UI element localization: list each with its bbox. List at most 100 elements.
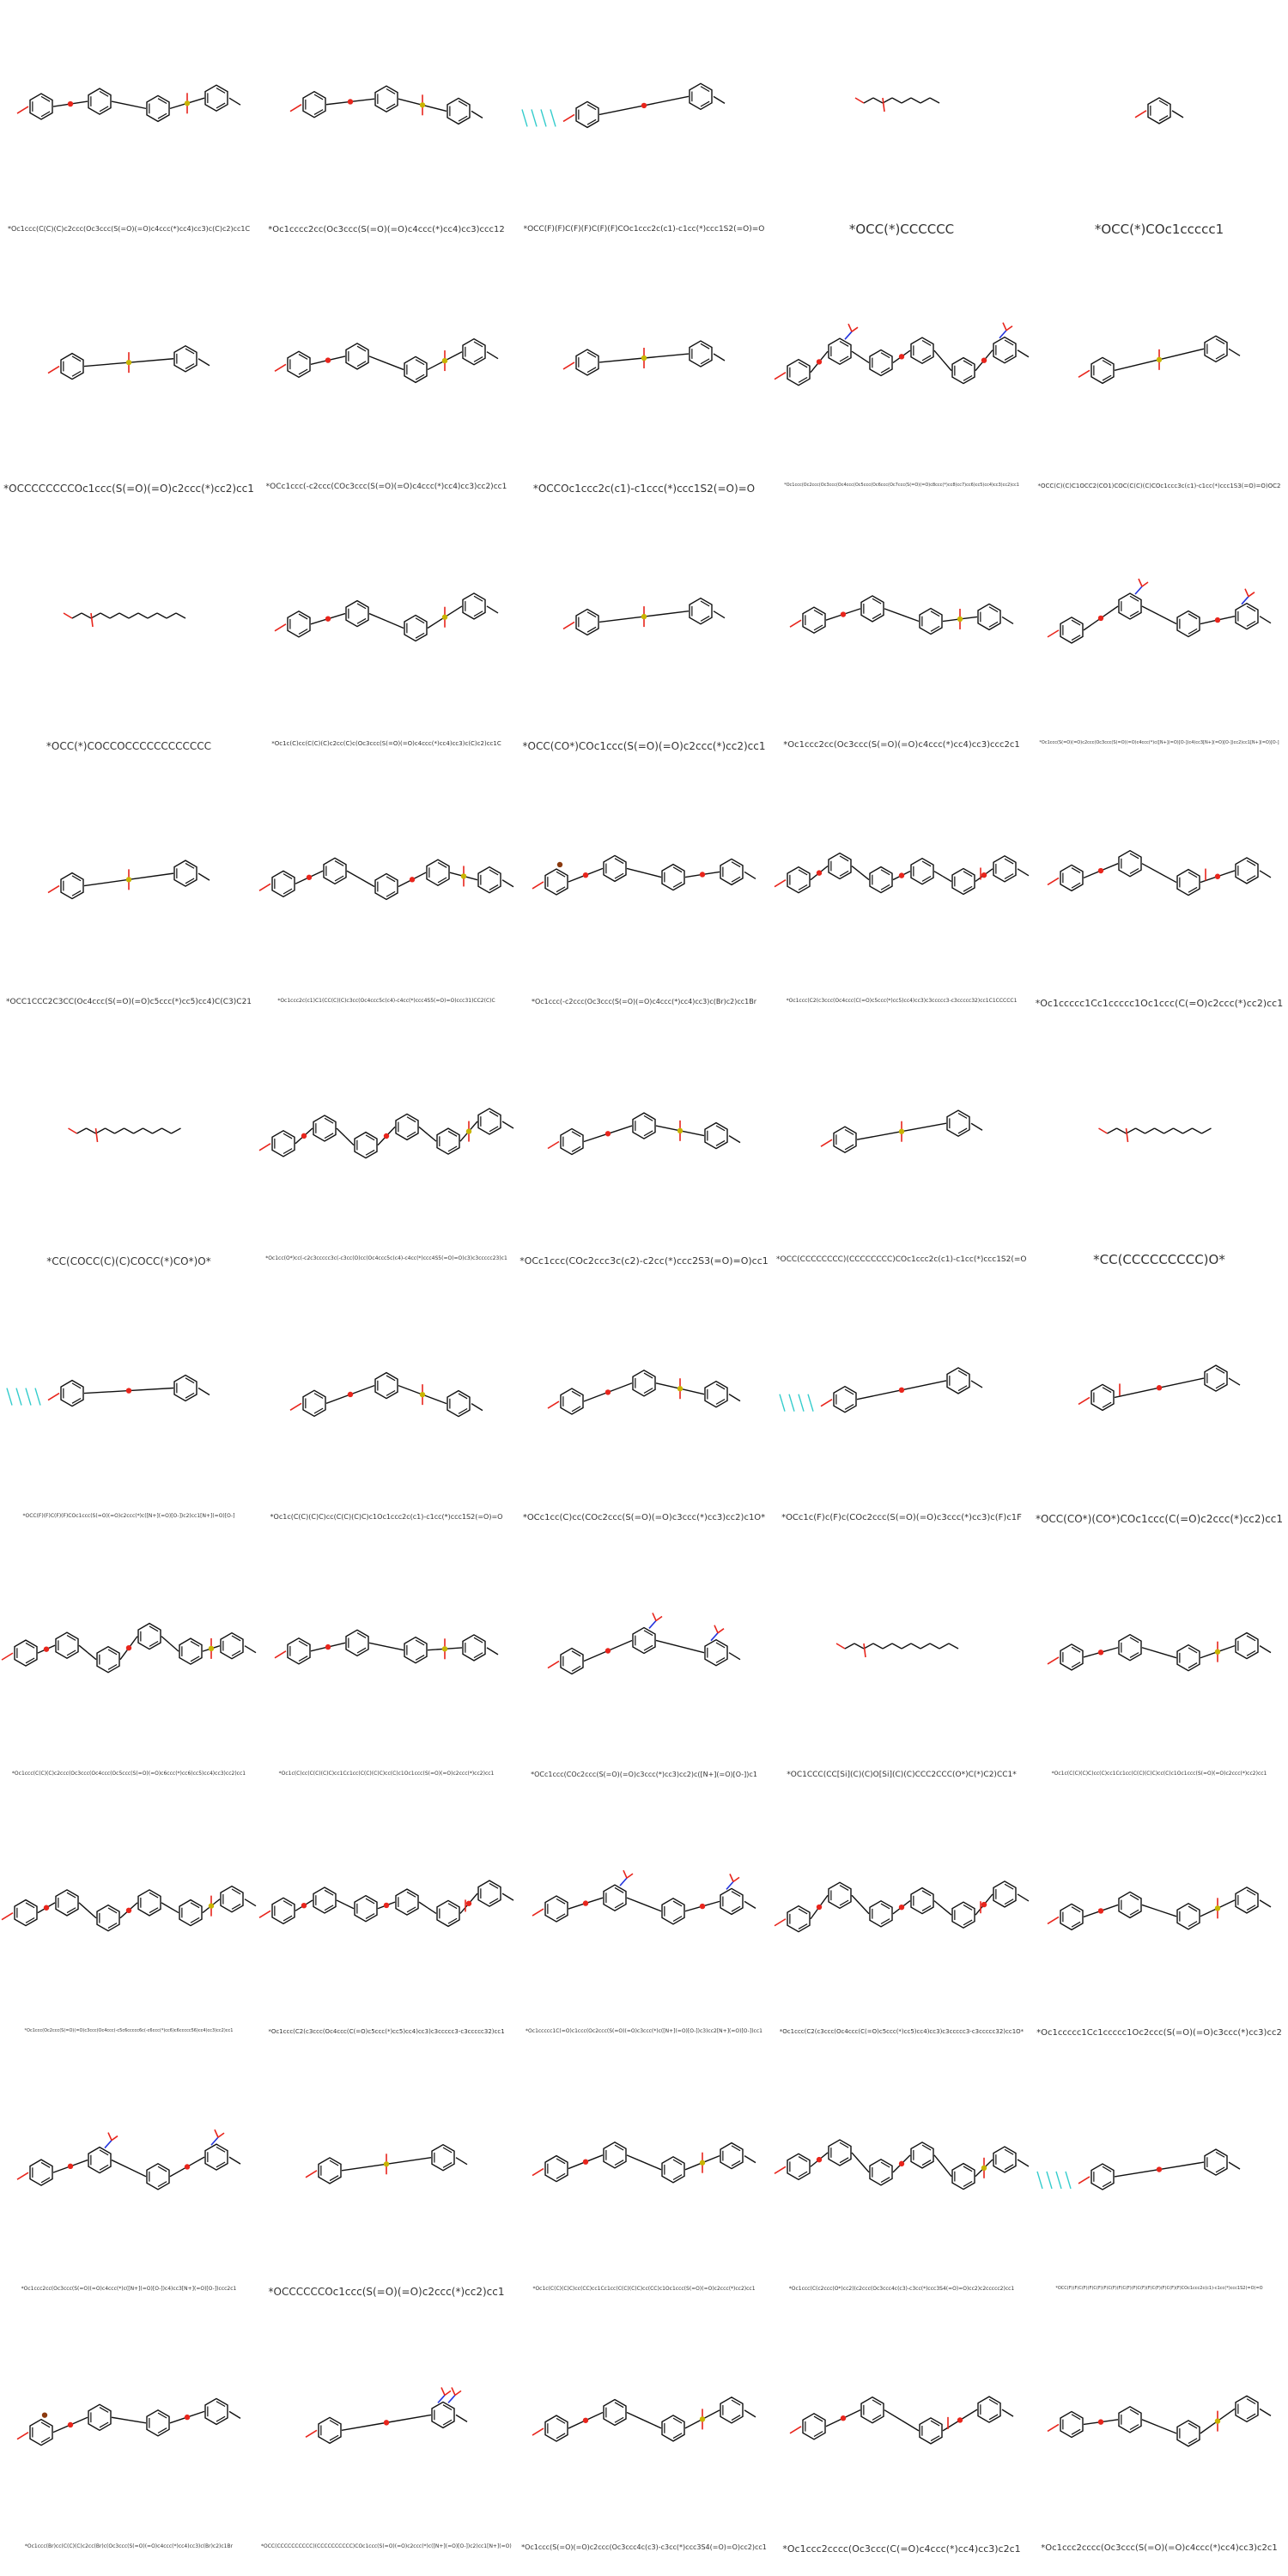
ring-double-bond-1 xyxy=(386,1375,396,1382)
linker-bond xyxy=(585,1897,604,1905)
linker-bond xyxy=(643,2420,662,2429)
smiles-label: *Oc1ccc(Br)cc(C(C)(C)c2cc(Br)c(Oc3ccc(S(… xyxy=(24,2543,234,2549)
smiles-label: *CC(COCC(C)(C)COCC(*)CO*)O* xyxy=(46,1255,211,1267)
ring-double-bond-2 xyxy=(1188,886,1198,893)
linker-bond xyxy=(128,104,147,110)
ring-0 xyxy=(318,2416,342,2445)
ring-3 xyxy=(910,2142,934,2169)
smiles-label: *OCC(CO*)(CO*)COc1ccc(C(=O)c2ccc(*)cc2)c… xyxy=(1035,1513,1284,1525)
ring-double-bond-3 xyxy=(216,2415,226,2422)
ether-oxygen xyxy=(306,874,313,880)
terminal-oxygen-bond xyxy=(274,623,287,632)
sulfur-atom xyxy=(641,613,647,620)
ring-1 xyxy=(345,343,369,370)
ring-double-bond-2 xyxy=(1188,2422,1198,2429)
ring-double-bond-0 xyxy=(813,609,823,616)
ring-0 xyxy=(787,358,811,386)
ring-3 xyxy=(462,1634,486,1662)
fluorine-bond xyxy=(788,1394,793,1403)
linker-bond xyxy=(427,617,446,629)
ring-2 xyxy=(661,2155,685,2184)
ring-double-bond-0 xyxy=(844,1144,854,1151)
terminal-bond xyxy=(744,1900,756,1909)
ether-oxygen xyxy=(1156,1385,1163,1391)
linker-bond xyxy=(884,608,902,616)
chain-bond xyxy=(137,612,149,619)
ring-double-bond-2 xyxy=(1188,1921,1198,1927)
ring-double-bond-4 xyxy=(963,1919,973,1926)
sulfur-atom xyxy=(1156,356,1163,363)
ring-1 xyxy=(374,85,398,113)
ring-1 xyxy=(374,1371,398,1400)
ring-0 xyxy=(1091,2163,1115,2190)
ring-0 xyxy=(802,606,826,635)
ring-double-bond-0 xyxy=(1071,619,1081,626)
chain-bond xyxy=(90,612,101,619)
linker-bond xyxy=(1100,605,1119,619)
ether-oxygen xyxy=(1156,2166,1163,2172)
ring-2 xyxy=(447,1389,471,1418)
terminal-bond xyxy=(728,1652,741,1661)
oxygen-bond xyxy=(854,97,865,104)
linker-bond xyxy=(942,2419,961,2432)
terminal-bond xyxy=(744,2409,756,2418)
fluorine-bond xyxy=(1039,2179,1043,2190)
molecule-cell: *Oc1ccc2cc(Oc3ccc(S(=O)(=O)c4ccc(*)cc4)c… xyxy=(773,515,1030,773)
fluorine-bond xyxy=(37,1396,41,1406)
linker-bond xyxy=(169,1643,179,1652)
molecule-cell: *OCCCCCCOc1ccc(S(=O)(=O)c2ccc(*)cc2)cc1 xyxy=(258,2061,515,2318)
ring-double-bond-5 xyxy=(489,1110,499,1117)
structure-drawing xyxy=(532,2141,756,2184)
ether-oxygen xyxy=(816,870,823,876)
linker-bond xyxy=(1141,1647,1160,1654)
ring-double-bond-4 xyxy=(447,1903,458,1910)
molecule-cell: *OCCOc1ccc2c(c1)-c1ccc(*)ccc1S2(=O)=O xyxy=(515,258,773,515)
smiles-label: *Oc1ccccc1C(=O)c1ccc(Oc2ccc(S(=O)(=O)c3c… xyxy=(526,2028,762,2034)
ring-double-bond-0 xyxy=(556,1913,566,1920)
ring-double-bond-0 xyxy=(798,376,808,383)
ring-double-bond-4 xyxy=(447,1145,458,1152)
ring-double-bond-3 xyxy=(1246,1649,1256,1656)
terminal-oxygen-bond xyxy=(1047,1656,1060,1665)
ring-1 xyxy=(860,595,884,623)
ring-double-bond-3 xyxy=(921,1905,932,1911)
ring-double-bond-3 xyxy=(731,1905,741,1912)
ether-oxygen xyxy=(898,1387,905,1394)
terminal-bond xyxy=(713,95,726,104)
ring-double-bond-1 xyxy=(386,1389,396,1396)
ring-double-bond-0 xyxy=(571,1131,581,1138)
chain-bond xyxy=(76,1127,87,1134)
fluorine-bond xyxy=(27,1396,32,1406)
linker-bond xyxy=(568,2161,586,2170)
ring-2 xyxy=(704,1380,728,1408)
ring-0 xyxy=(544,2154,568,2183)
terminal-bond xyxy=(728,1135,741,1144)
ring-5 xyxy=(993,854,1017,883)
ether-oxygen xyxy=(605,1389,611,1395)
structure-drawing xyxy=(547,1112,741,1156)
linker-bond xyxy=(1200,619,1218,625)
ring-double-bond-1 xyxy=(839,855,849,862)
molecule-cell: *OCC(F)(F)C(F)(F)C(F)(F)COc1ccc2c(c1)-c1… xyxy=(515,0,773,258)
linker-bond xyxy=(959,2409,978,2421)
ether-oxygen xyxy=(1097,615,1104,622)
molecule-cell: *CC(COCC(C)(C)COCC(*)CO*)O* xyxy=(0,1030,258,1288)
linker-bond xyxy=(111,100,130,106)
ring-double-bond-5 xyxy=(1004,1899,1014,1905)
ring-double-bond-1 xyxy=(324,1117,334,1124)
linker-bond xyxy=(607,1639,633,1652)
structure-drawing xyxy=(562,340,726,376)
fluorine-bond xyxy=(810,1402,814,1412)
ring-double-bond-5 xyxy=(489,1126,499,1133)
linker-bond xyxy=(70,100,88,105)
linker-bond xyxy=(1200,1907,1218,1917)
terminal-bond xyxy=(713,611,726,619)
ring-double-bond-1 xyxy=(1129,1652,1139,1658)
chain-bond xyxy=(901,97,912,104)
linker-bond xyxy=(643,611,690,617)
ring-double-bond-1 xyxy=(1129,1637,1139,1643)
ring-double-bond-2 xyxy=(157,2412,167,2419)
linker-bond xyxy=(336,1899,346,1905)
linker-bond xyxy=(860,872,870,881)
fluorine-bond xyxy=(807,1394,811,1403)
